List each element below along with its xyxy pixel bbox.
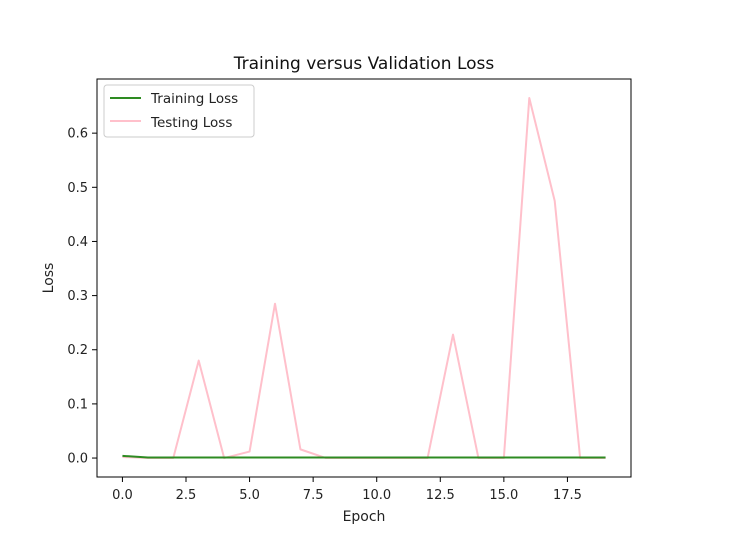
y-tick-label: 0.4: [67, 235, 88, 250]
x-axis-label: Epoch: [343, 509, 386, 525]
y-tick-label: 0.2: [67, 343, 88, 358]
x-tick-label: 0.0: [112, 488, 133, 503]
y-tick-label: 0.6: [67, 127, 88, 142]
x-tick-label: 5.0: [239, 488, 260, 503]
x-tick-label: 15.0: [489, 488, 518, 503]
x-tick-label: 7.5: [303, 488, 324, 503]
series-line-training-loss: [122, 454, 606, 459]
x-tick-label: 17.5: [553, 488, 582, 503]
legend-label-testing-loss: Testing Loss: [150, 115, 232, 131]
legend-label-training-loss: Training Loss: [150, 91, 238, 107]
y-tick-label: 0.5: [67, 181, 88, 196]
y-axis: 0.0 0.1 0.2 0.3 0.4 0.5 0.6: [67, 127, 97, 467]
y-tick-label: 0.0: [67, 452, 88, 467]
series-layer: [122, 96, 606, 460]
x-tick-label: 10.0: [362, 488, 391, 503]
y-tick-label: 0.1: [67, 397, 88, 412]
legend-box: [103, 84, 255, 138]
y-axis-label: Loss: [41, 263, 57, 294]
y-tick-label: 0.3: [67, 289, 88, 304]
chart-title: Training versus Validation Loss: [233, 54, 495, 74]
legend: Training Loss Testing Loss: [103, 84, 255, 138]
plot-frame: [96, 78, 632, 478]
x-axis: 0.0 2.5 5.0 7.5 10.0 12.5 15.0 17.5: [112, 477, 582, 503]
x-tick-label: 2.5: [176, 488, 197, 503]
x-tick-label: 12.5: [426, 488, 455, 503]
